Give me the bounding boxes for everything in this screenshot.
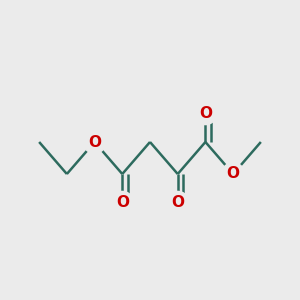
Text: O: O (199, 106, 212, 121)
Circle shape (194, 102, 217, 124)
Circle shape (222, 163, 244, 185)
Circle shape (111, 191, 134, 214)
Text: O: O (88, 134, 101, 149)
Circle shape (83, 130, 106, 153)
Text: O: O (116, 195, 129, 210)
Circle shape (166, 191, 189, 214)
Text: O: O (226, 167, 240, 182)
Text: O: O (171, 195, 184, 210)
